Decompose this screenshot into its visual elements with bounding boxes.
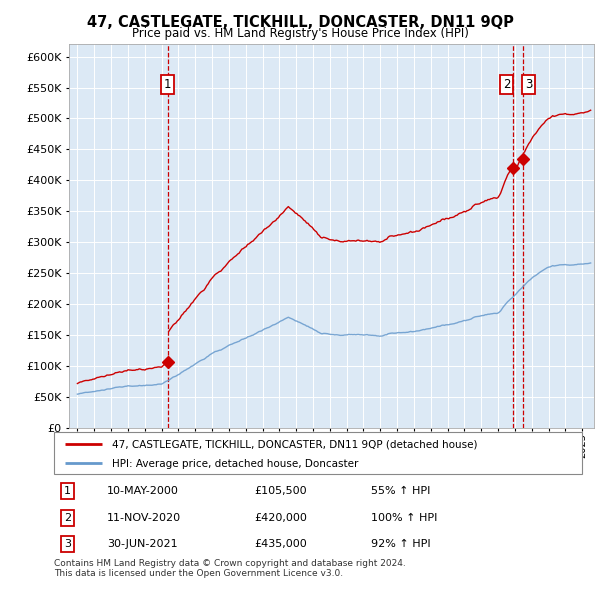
Text: £420,000: £420,000 <box>254 513 308 523</box>
Text: 3: 3 <box>524 78 532 91</box>
Text: 1: 1 <box>64 486 71 496</box>
Text: Price paid vs. HM Land Registry's House Price Index (HPI): Price paid vs. HM Land Registry's House … <box>131 27 469 40</box>
Text: £435,000: £435,000 <box>254 539 307 549</box>
Text: This data is licensed under the Open Government Licence v3.0.: This data is licensed under the Open Gov… <box>54 569 343 578</box>
Text: 30-JUN-2021: 30-JUN-2021 <box>107 539 178 549</box>
Text: £105,500: £105,500 <box>254 486 307 496</box>
Text: 3: 3 <box>64 539 71 549</box>
Text: 1: 1 <box>164 78 172 91</box>
Text: 11-NOV-2020: 11-NOV-2020 <box>107 513 181 523</box>
Text: Contains HM Land Registry data © Crown copyright and database right 2024.: Contains HM Land Registry data © Crown c… <box>54 559 406 568</box>
Text: HPI: Average price, detached house, Doncaster: HPI: Average price, detached house, Donc… <box>112 459 358 469</box>
Text: 47, CASTLEGATE, TICKHILL, DONCASTER, DN11 9QP: 47, CASTLEGATE, TICKHILL, DONCASTER, DN1… <box>86 15 514 30</box>
Text: 92% ↑ HPI: 92% ↑ HPI <box>371 539 430 549</box>
Text: 2: 2 <box>503 78 510 91</box>
Text: 47, CASTLEGATE, TICKHILL, DONCASTER, DN11 9QP (detached house): 47, CASTLEGATE, TICKHILL, DONCASTER, DN1… <box>112 440 478 450</box>
Text: 100% ↑ HPI: 100% ↑ HPI <box>371 513 437 523</box>
Text: 55% ↑ HPI: 55% ↑ HPI <box>371 486 430 496</box>
FancyBboxPatch shape <box>54 432 582 474</box>
Text: 10-MAY-2000: 10-MAY-2000 <box>107 486 179 496</box>
Text: 2: 2 <box>64 513 71 523</box>
